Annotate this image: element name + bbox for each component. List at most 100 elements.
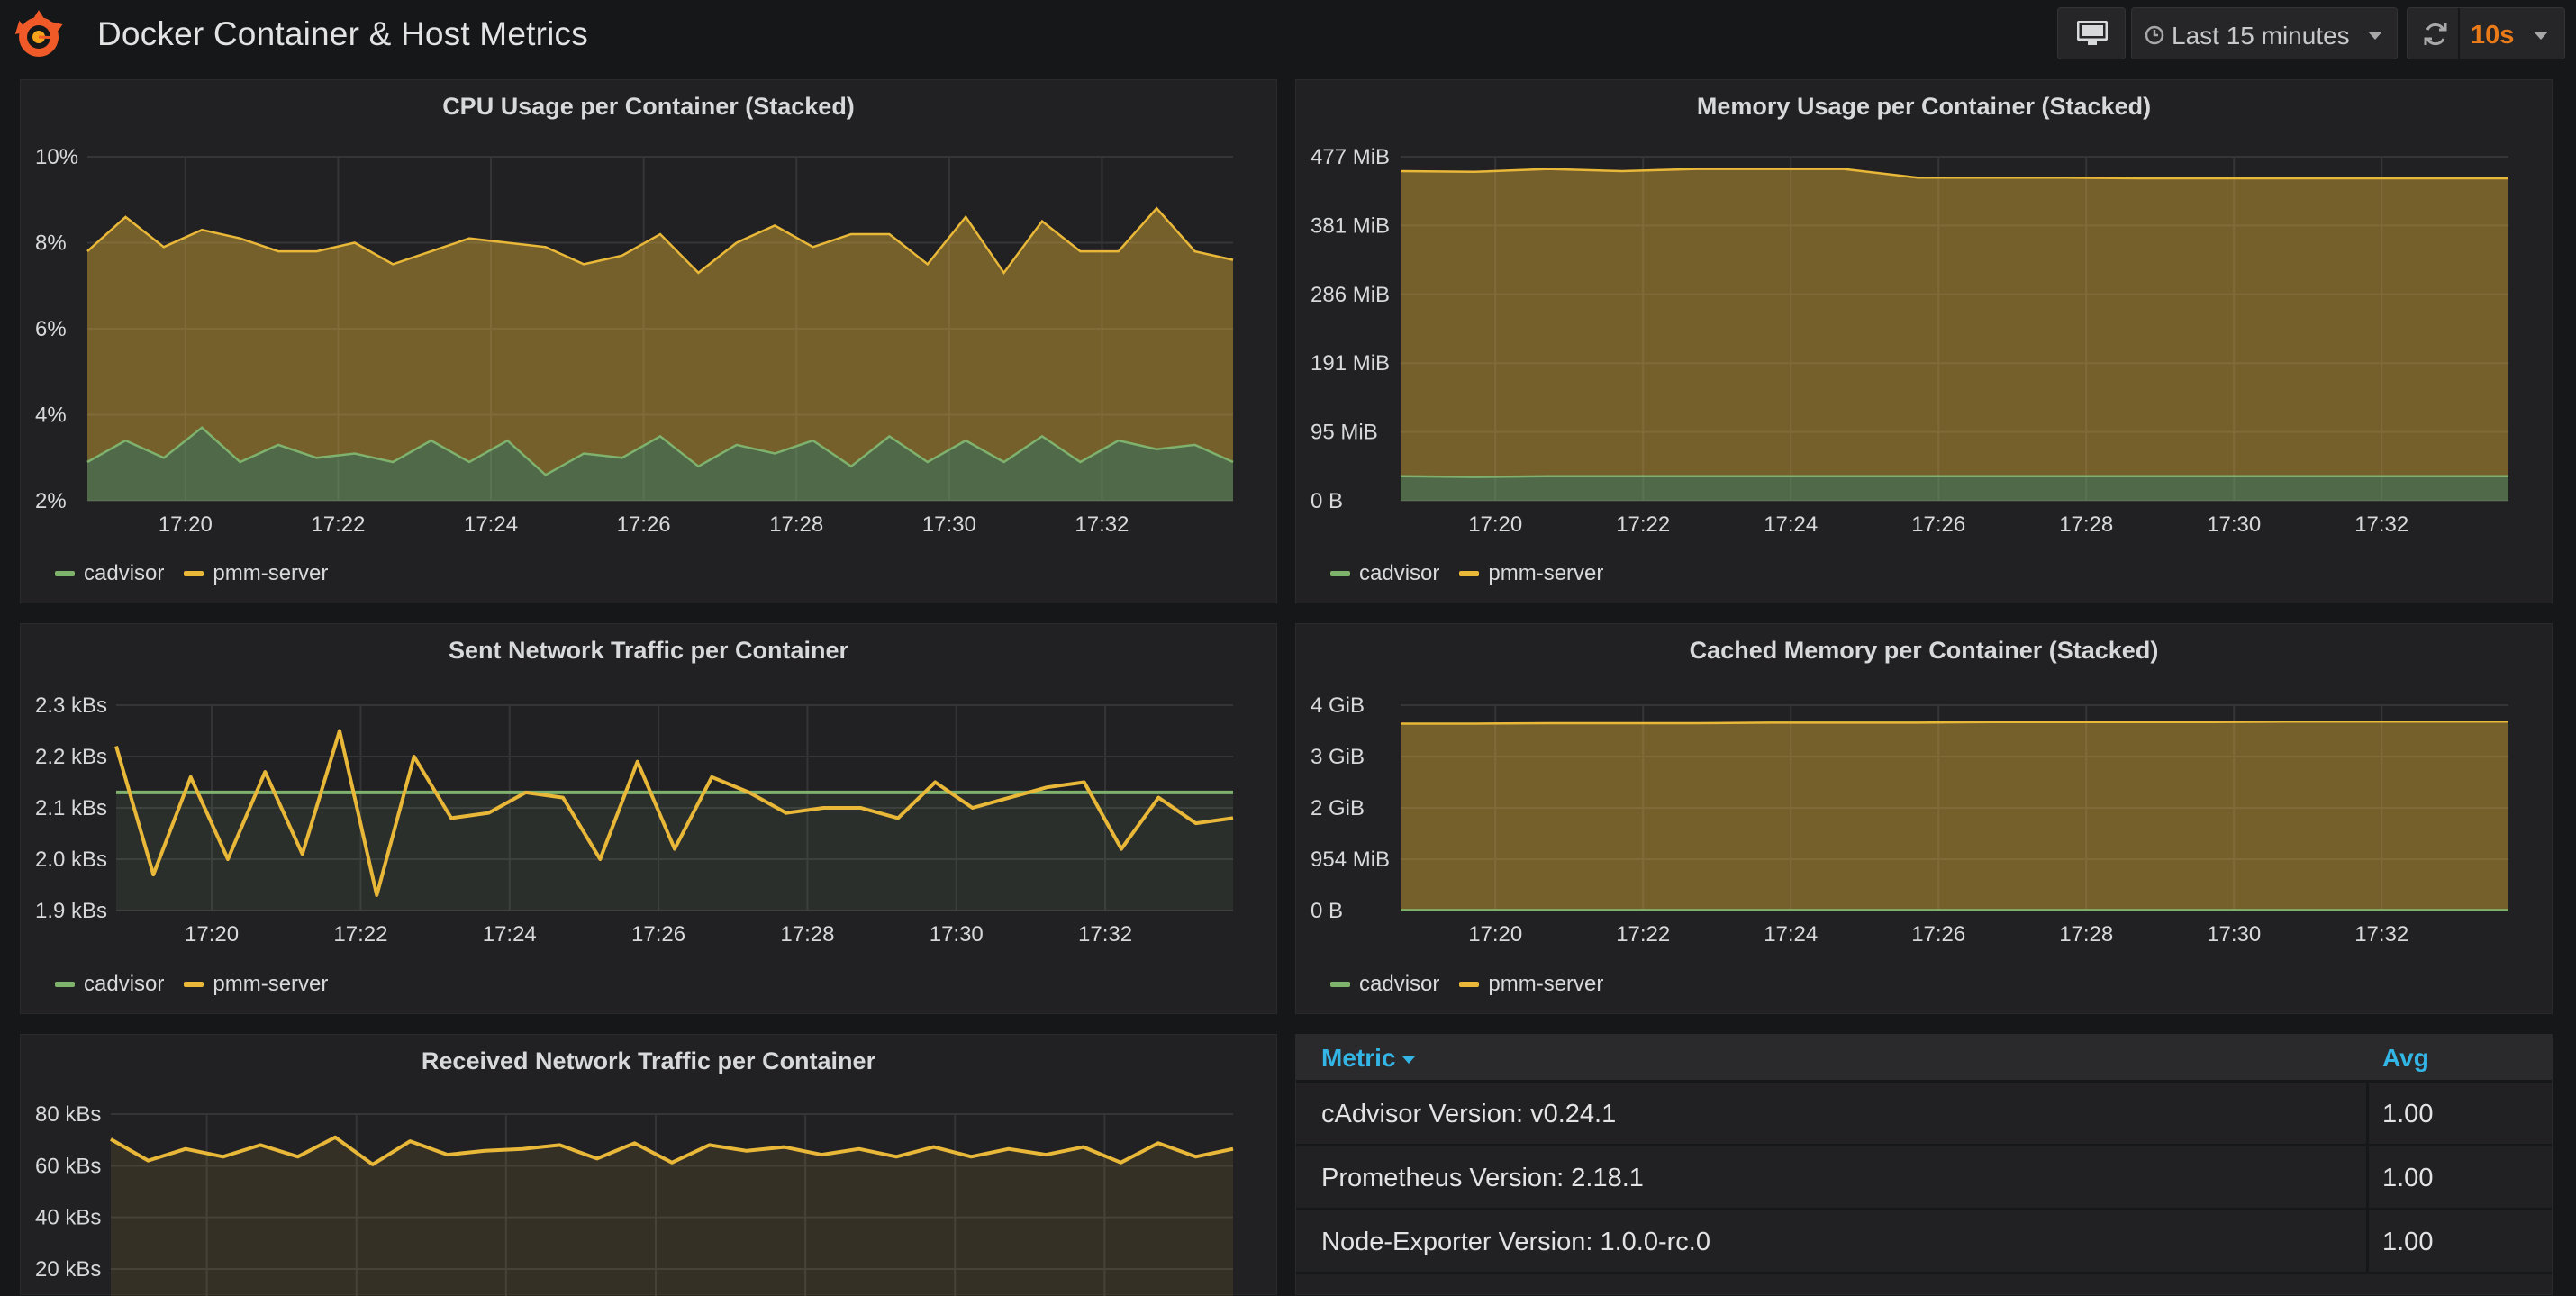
panel-title[interactable]: Memory Usage per Container (Stacked) <box>1696 93 2152 120</box>
legend-item-cadvisor[interactable]: cadvisor <box>55 972 164 997</box>
x-tick-label: 17:26 <box>631 922 685 947</box>
legend-item-pmm-server[interactable]: pmm-server <box>1459 561 1603 586</box>
y-tick-label: 2.2 kBs <box>35 745 107 769</box>
legend-item-cadvisor[interactable]: cadvisor <box>1330 972 1439 997</box>
x-tick-label: 17:24 <box>464 512 518 537</box>
metric-column-header[interactable]: Metric <box>1321 1044 1416 1073</box>
y-tick-label: 4% <box>35 403 67 428</box>
legend-swatch <box>55 571 75 576</box>
y-tick-label: 477 MiB <box>1311 145 1390 169</box>
clock-icon <box>2145 25 2164 45</box>
cpu-usage-chart: 2% 4% 6% 8% 10% 17:20 17:22 17:24 17:26 17:28 17:3… <box>35 145 1234 537</box>
legend-swatch <box>1330 982 1350 987</box>
series-line-cadvisor <box>1400 475 2508 478</box>
refresh-interval-label: 10s <box>2471 21 2515 50</box>
legend-swatch <box>1330 571 1350 576</box>
x-tick-label: 17:28 <box>2059 922 2113 947</box>
series-area-pmm-server <box>87 208 1233 476</box>
metric-cell: cAdvisor Version: v0.24.1 <box>1321 1100 1617 1128</box>
chart-legend: cadvisor pmm-server <box>1330 561 1623 586</box>
x-tick-label: 17:26 <box>617 512 671 537</box>
series-line-pmm-server <box>86 206 1234 276</box>
legend-item-pmm-server[interactable]: pmm-server <box>1459 972 1603 997</box>
chevron-down-icon <box>2534 32 2548 40</box>
x-tick-label: 17:28 <box>2059 512 2113 537</box>
sent-network-chart: 1.9 kBs 2.0 kBs 2.1 kBs 2.2 kBs 2.3 kBs 17:20… <box>35 693 1234 947</box>
legend-item-cadvisor[interactable]: cadvisor <box>55 561 164 586</box>
legend-swatch <box>1459 571 1480 576</box>
avg-cell: 1.00 <box>2382 1228 2434 1256</box>
legend-label: cadvisor <box>1359 972 1440 996</box>
y-tick-label: 0 B <box>1311 489 1343 513</box>
panel-title[interactable]: CPU Usage per Container (Stacked) <box>442 93 855 120</box>
refresh-picker[interactable]: 10s <box>2407 7 2565 59</box>
y-tick-label: 60 kBs <box>35 1154 101 1178</box>
series-line-pmm-server <box>114 729 1234 897</box>
x-tick-label: 17:30 <box>2207 922 2261 947</box>
chart-legend: cadvisor pmm-server <box>1330 972 1623 997</box>
x-tick-label: 17:30 <box>2207 512 2261 537</box>
memory-usage-panel: Memory Usage per Container (Stacked) 0 B… <box>1295 79 2553 603</box>
y-tick-label: 286 MiB <box>1311 283 1390 307</box>
legend-label: cadvisor <box>84 972 165 996</box>
panel-title[interactable]: Sent Network Traffic per Container <box>448 637 849 664</box>
x-tick-label: 17:22 <box>1616 512 1670 537</box>
top-navbar: Docker Container & Host Metrics Last 15 … <box>0 0 2576 72</box>
x-tick-label: 17:22 <box>1616 922 1670 947</box>
chart-legend: cadvisor pmm-server <box>55 972 348 997</box>
series-area-cadvisor <box>1401 476 2508 501</box>
y-tick-label: 4 GiB <box>1311 693 1365 718</box>
x-tick-label: 17:32 <box>2354 512 2408 537</box>
y-tick-label: 40 kBs <box>35 1206 101 1230</box>
y-tick-label: 2.1 kBs <box>35 796 107 820</box>
x-tick-label: 17:30 <box>922 512 976 537</box>
refresh-icon[interactable] <box>2422 22 2449 47</box>
legend-item-cadvisor[interactable]: cadvisor <box>1330 561 1439 586</box>
series-area-pmm-server <box>1401 721 2508 911</box>
tv-mode-button[interactable] <box>2057 7 2126 59</box>
legend-swatch <box>184 571 204 576</box>
legend-label: pmm-server <box>1488 972 1604 996</box>
x-tick-label: 17:24 <box>1764 512 1818 537</box>
legend-item-pmm-server[interactable]: pmm-server <box>184 561 328 586</box>
y-tick-label: 0 B <box>1311 899 1343 923</box>
y-tick-label: 80 kBs <box>35 1102 101 1127</box>
y-tick-label: 381 MiB <box>1311 213 1390 238</box>
legend-label: cadvisor <box>1359 561 1440 585</box>
series-line-pmm-server <box>1401 720 2508 725</box>
cached-memory-panel: Cached Memory per Container (Stacked) 0 … <box>1295 623 2553 1014</box>
cpu-usage-panel: CPU Usage per Container (Stacked) 2% 4% 6%… <box>20 79 1277 603</box>
grafana-logo-icon[interactable] <box>9 5 68 65</box>
legend-swatch <box>184 982 204 987</box>
versions-table-panel: Metric Avg cAdvisor Version: v0.24.1 1.0… <box>1295 1034 2553 1295</box>
panel-title[interactable]: Received Network Traffic per Container <box>421 1047 876 1074</box>
x-tick-label: 17:22 <box>333 922 387 947</box>
avg-cell: 1.00 <box>2382 1164 2434 1192</box>
y-tick-label: 8% <box>35 231 67 256</box>
legend-swatch <box>55 982 75 987</box>
y-tick-label: 2% <box>35 489 67 513</box>
avg-column-header[interactable]: Avg <box>2382 1044 2429 1072</box>
memory-usage-chart: 0 B 95 MiB 191 MiB 286 MiB 381 MiB 477 MiB 17:… <box>1311 145 2508 537</box>
chevron-down-icon <box>2368 32 2382 40</box>
table-row: Prometheus Version: 2.18.1 1.00 <box>1296 1146 2552 1210</box>
cached-memory-chart: 0 B 954 MiB 2 GiB 3 GiB 4 GiB 17:20 17:22 17:24… <box>1311 693 2508 947</box>
y-tick-label: 2.0 kBs <box>35 847 107 872</box>
y-tick-label: 6% <box>35 317 67 341</box>
received-network-panel: Received Network Traffic per Container 2… <box>20 1034 1277 1296</box>
time-range-label: Last 15 minutes <box>2172 22 2350 50</box>
time-range-picker[interactable]: Last 15 minutes <box>2131 7 2398 59</box>
legend-item-pmm-server[interactable]: pmm-server <box>184 972 328 997</box>
panel-title[interactable]: Cached Memory per Container (Stacked) <box>1689 637 2159 664</box>
table-row: Node-Exporter Version: 1.0.0-rc.0 1.00 <box>1296 1210 2552 1274</box>
dashboard-title[interactable]: Docker Container & Host Metrics <box>97 15 588 52</box>
table-row: cAdvisor Version: v0.24.1 1.00 <box>1296 1083 2552 1146</box>
received-network-chart: 20 kBs 40 kBs 60 kBs 80 kBs <box>35 1102 1234 1296</box>
legend-label: cadvisor <box>84 561 165 585</box>
legend-label: pmm-server <box>1488 561 1604 585</box>
y-tick-label: 2 GiB <box>1311 796 1365 820</box>
avg-cell: 1.00 <box>2382 1100 2434 1128</box>
y-tick-label: 1.9 kBs <box>35 899 107 923</box>
y-tick-label: 10% <box>35 145 78 169</box>
x-tick-label: 17:28 <box>769 512 823 537</box>
